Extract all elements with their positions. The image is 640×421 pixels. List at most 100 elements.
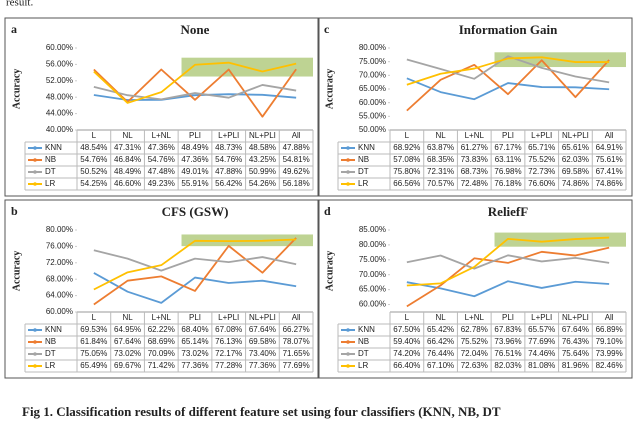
legend-label: NB <box>358 337 369 346</box>
legend-label: NB <box>358 155 369 164</box>
legend-swatch-marker <box>33 364 37 368</box>
legend-label: KNN <box>358 325 375 334</box>
legend-label: DT <box>358 167 369 176</box>
legend-label: LR <box>45 179 55 188</box>
data-label: 76.43% <box>562 337 589 346</box>
data-label: 76.60% <box>528 179 555 188</box>
data-label: 64.91% <box>596 143 623 152</box>
data-label: 54.81% <box>283 155 310 164</box>
data-label: 77.69% <box>528 337 555 346</box>
legend-swatch-marker <box>33 170 37 174</box>
x-tick-label: PLI <box>189 131 201 140</box>
legend-swatch-marker <box>346 170 350 174</box>
x-tick-label: NL+PLI <box>249 131 276 140</box>
legend-swatch-marker <box>346 340 350 344</box>
data-label: 48.58% <box>249 143 276 152</box>
data-label: 62.22% <box>148 325 175 334</box>
data-label: 47.36% <box>181 155 208 164</box>
y-tick-label: 60.00% <box>46 43 73 52</box>
data-label: 54.76% <box>80 155 107 164</box>
data-label: 54.76% <box>215 155 242 164</box>
data-label: 68.40% <box>181 325 208 334</box>
series-line <box>406 56 610 86</box>
x-tick-label: NL+PLI <box>249 313 276 322</box>
x-tick-label: PLI <box>502 313 514 322</box>
x-tick-label: NL <box>435 313 446 322</box>
data-label: 49.01% <box>181 167 208 176</box>
data-label: 71.42% <box>148 361 175 370</box>
x-tick-label: L <box>92 313 97 322</box>
data-label: 65.61% <box>562 143 589 152</box>
data-label: 72.17% <box>215 349 242 358</box>
y-tick-label: 72.00% <box>46 258 73 267</box>
data-label: 74.46% <box>528 349 555 358</box>
x-tick-label: L <box>405 131 410 140</box>
legend-label: NB <box>45 155 56 164</box>
data-label: 62.03% <box>562 155 589 164</box>
data-label: 61.27% <box>461 143 488 152</box>
data-label: 63.11% <box>495 155 522 164</box>
x-tick-label: L+PLI <box>218 131 239 140</box>
data-label: 75.05% <box>80 349 107 358</box>
data-label: 61.84% <box>80 337 107 346</box>
y-tick-label: 48.00% <box>46 92 73 101</box>
y-tick-label: 60.00% <box>359 98 386 107</box>
series-line <box>93 237 297 306</box>
data-label: 67.64% <box>249 325 276 334</box>
legend-swatch-marker <box>346 328 350 332</box>
x-tick-label: L+NL <box>465 131 485 140</box>
data-label: 50.52% <box>80 167 107 176</box>
y-axis-label: Accuracy <box>11 251 22 292</box>
legend-label: LR <box>358 179 368 188</box>
series-line <box>406 77 610 101</box>
y-tick-label: 75.00% <box>359 57 386 66</box>
data-label: 64.95% <box>114 325 141 334</box>
data-label: 69.53% <box>80 325 107 334</box>
series-line <box>93 84 297 101</box>
y-tick-label: 44.00% <box>46 109 73 118</box>
data-label: 47.31% <box>114 143 141 152</box>
data-label: 54.76% <box>148 155 175 164</box>
y-tick-label: 68.00% <box>46 274 73 283</box>
data-label: 67.10% <box>427 361 454 370</box>
legend-label: DT <box>45 349 56 358</box>
y-tick-label: 80.00% <box>359 43 386 52</box>
data-label: 75.61% <box>596 155 623 164</box>
data-label: 67.64% <box>562 325 589 334</box>
data-label: 56.42% <box>215 179 242 188</box>
y-tick-label: 80.00% <box>359 240 386 249</box>
series-line <box>406 236 610 287</box>
data-label: 66.40% <box>393 361 420 370</box>
data-label: 47.88% <box>283 143 310 152</box>
data-label: 56.18% <box>283 179 310 188</box>
legend-swatch-marker <box>346 352 350 356</box>
legend-label: DT <box>358 349 369 358</box>
data-label: 47.88% <box>215 167 242 176</box>
x-tick-label: L <box>405 313 410 322</box>
y-tick-label: 80.00% <box>46 225 73 234</box>
series-line <box>406 246 610 308</box>
x-tick-label: NL <box>122 131 133 140</box>
data-label: 70.57% <box>427 179 454 188</box>
data-label: 48.49% <box>181 143 208 152</box>
x-tick-label: PLI <box>502 131 514 140</box>
y-tick-label: 70.00% <box>359 270 386 279</box>
data-label: 77.28% <box>215 361 242 370</box>
y-tick-label: 60.00% <box>359 300 386 309</box>
data-label: 70.09% <box>148 349 175 358</box>
y-tick-label: 65.00% <box>359 285 386 294</box>
data-label: 81.96% <box>562 361 589 370</box>
data-label: 82.46% <box>596 361 623 370</box>
data-label: 74.20% <box>393 349 420 358</box>
y-tick-label: 56.00% <box>46 60 73 69</box>
data-label: 72.73% <box>528 167 555 176</box>
data-label: 67.64% <box>114 337 141 346</box>
data-label: 67.17% <box>494 143 521 152</box>
x-tick-label: L+NL <box>152 131 172 140</box>
header-text: result. <box>6 0 33 9</box>
data-label: 73.02% <box>181 349 208 358</box>
data-label: 75.52% <box>461 337 488 346</box>
y-tick-label: 65.00% <box>359 84 386 93</box>
caption: Fig 1. Classification results of differe… <box>22 404 501 419</box>
